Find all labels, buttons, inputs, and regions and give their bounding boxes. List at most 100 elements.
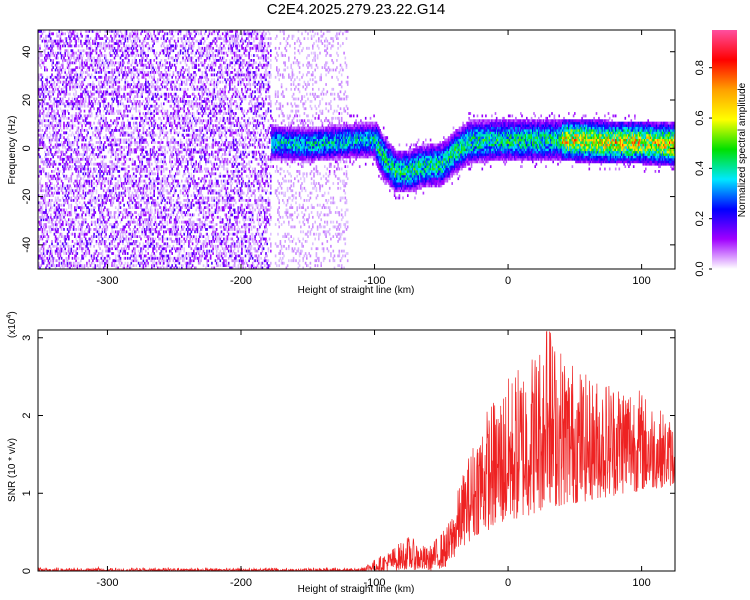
heatmap-cell xyxy=(117,170,119,173)
heatmap-cell xyxy=(98,199,100,202)
heatmap-cell xyxy=(170,170,172,173)
heatmap-cell xyxy=(171,225,173,229)
heatmap-cell xyxy=(147,228,149,231)
heatmap-cell xyxy=(65,87,68,91)
heatmap-cell xyxy=(72,51,75,55)
heatmap-cell xyxy=(70,61,73,65)
heatmap-cell xyxy=(63,259,65,263)
heatmap-cell xyxy=(154,80,157,84)
heatmap-cell xyxy=(70,196,73,200)
heatmap-cell xyxy=(164,160,166,164)
heatmap-cell xyxy=(139,242,141,246)
heatmap-cell xyxy=(161,131,164,135)
heatmap-cell xyxy=(70,249,73,253)
heatmap-cell xyxy=(57,254,59,258)
heatmap-cell xyxy=(114,220,117,224)
heatmap-cell xyxy=(78,206,81,209)
heatmap-cell xyxy=(134,203,136,207)
heatmap-cell xyxy=(82,232,85,236)
heatmap-cell xyxy=(71,131,74,135)
heatmap-cell xyxy=(153,184,155,188)
heatmap-cell xyxy=(50,150,52,154)
heatmap-cell xyxy=(54,112,57,115)
heatmap-cell xyxy=(58,66,60,69)
heatmap-cell xyxy=(63,75,65,79)
heatmap-cell xyxy=(72,194,75,197)
heatmap-cell xyxy=(87,206,89,209)
heatmap-cell xyxy=(94,129,97,132)
heatmap-cell xyxy=(106,59,109,62)
heatmap-cell xyxy=(88,172,91,176)
heatmap-cell xyxy=(169,252,171,255)
heatmap-cell xyxy=(69,249,71,253)
heatmap-cell xyxy=(81,63,83,67)
heatmap-cell xyxy=(48,32,51,36)
heatmap-cell xyxy=(77,150,80,154)
heatmap-cell xyxy=(107,61,110,65)
heatmap-cell xyxy=(110,34,112,38)
heatmap-cell xyxy=(125,230,128,234)
heatmap-cell xyxy=(76,126,79,130)
heatmap-cell xyxy=(56,179,58,183)
heatmap-cell xyxy=(151,254,153,258)
heatmap-cell xyxy=(71,51,74,55)
heatmap-cell xyxy=(146,160,148,164)
heatmap-cell xyxy=(135,107,137,111)
heatmap-cell xyxy=(71,119,74,123)
heatmap-cell xyxy=(132,68,135,72)
heatmap-cell xyxy=(160,95,163,98)
heatmap-cell xyxy=(54,237,57,241)
heatmap-cell xyxy=(66,228,69,231)
heatmap-cell xyxy=(125,208,128,212)
heatmap-cell xyxy=(108,54,111,57)
heatmap-cell xyxy=(157,165,159,168)
heatmap-cell xyxy=(64,80,66,84)
heatmap-cell xyxy=(38,102,40,106)
heatmap-cell xyxy=(145,232,147,236)
heatmap-cell xyxy=(41,119,44,123)
heatmap-cell xyxy=(108,39,111,43)
heatmap-cell xyxy=(80,194,82,197)
heatmap-cell xyxy=(46,56,48,60)
heatmap-cell xyxy=(108,61,111,65)
heatmap-cell xyxy=(78,223,81,226)
heatmap-cell xyxy=(78,44,81,48)
heatmap-cell xyxy=(167,54,170,57)
heatmap-cell xyxy=(154,107,157,111)
heatmap-cell xyxy=(76,143,79,147)
heatmap-cell xyxy=(39,179,41,183)
heatmap-cell xyxy=(125,92,128,96)
heatmap-cell xyxy=(99,148,101,152)
heatmap-cell xyxy=(54,129,57,132)
heatmap-cell xyxy=(166,196,169,200)
heatmap-cell xyxy=(111,90,113,94)
heatmap-cell xyxy=(84,104,87,108)
heatmap-cell xyxy=(159,143,161,147)
heatmap-cell xyxy=(117,129,119,132)
heatmap-cell xyxy=(167,196,170,200)
heatmap-cell xyxy=(107,259,110,263)
heatmap-cell xyxy=(129,203,131,207)
heatmap-cell xyxy=(117,242,119,246)
heatmap-cell xyxy=(38,61,40,65)
heatmap-cell xyxy=(84,213,87,217)
heatmap-cell xyxy=(93,220,95,224)
heatmap-cell xyxy=(114,129,117,132)
heatmap-cell xyxy=(155,225,158,229)
heatmap-cell xyxy=(98,259,100,263)
heatmap-cell xyxy=(81,80,83,84)
heatmap-cell xyxy=(158,259,160,263)
heatmap-cell xyxy=(59,162,62,166)
heatmap-cell xyxy=(126,252,129,255)
heatmap-cell xyxy=(95,162,98,166)
heatmap-cell xyxy=(38,261,40,265)
heatmap-cell xyxy=(47,136,50,139)
heatmap-cell xyxy=(75,116,77,120)
heatmap-cell xyxy=(136,141,139,144)
heatmap-cell xyxy=(106,199,109,202)
heatmap-cell xyxy=(53,211,56,214)
heatmap-cell xyxy=(46,218,48,222)
heatmap-cell xyxy=(75,97,77,101)
heatmap-cell xyxy=(107,71,110,74)
heatmap-cell xyxy=(74,184,76,188)
